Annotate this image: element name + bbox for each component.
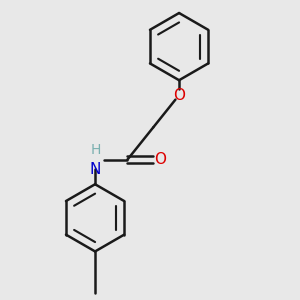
Text: O: O: [154, 152, 166, 167]
Text: H: H: [91, 143, 101, 157]
Text: N: N: [89, 162, 101, 177]
Text: O: O: [173, 88, 185, 103]
